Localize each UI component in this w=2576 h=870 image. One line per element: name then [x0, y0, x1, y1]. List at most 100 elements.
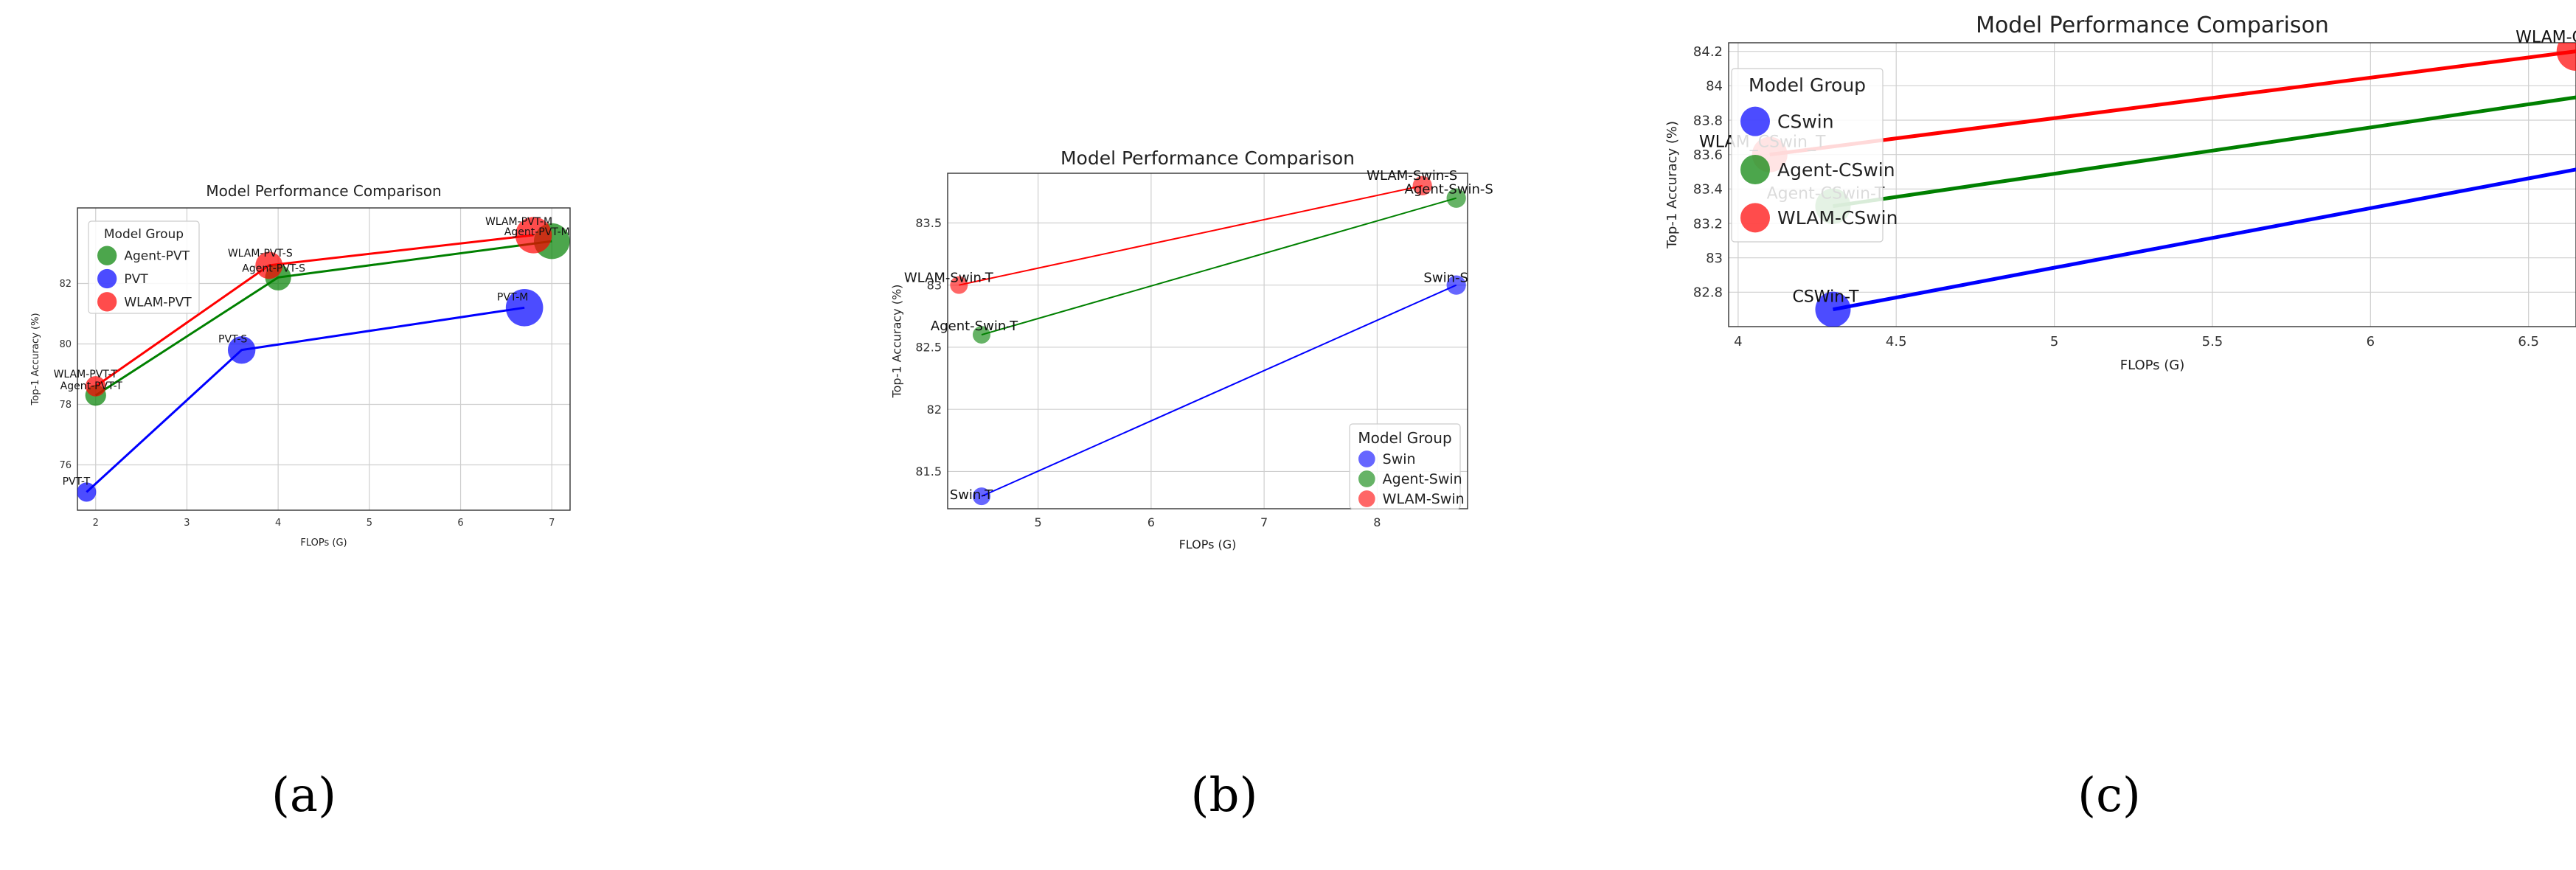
y-axis-label: Top-1 Accuracy (%) [30, 313, 41, 406]
chart-panel-b: Model Performance Comparison 5 6 7 8 81.5 82 82… [737, 0, 1659, 870]
legend-label: Swin [1383, 451, 1416, 467]
series-line-CSwin [1833, 167, 2576, 312]
point-label: WLAM-PVT-M [485, 216, 552, 228]
y-tick-label: 82 [59, 279, 72, 290]
y-axis-label: Top-1 Accuracy (%) [889, 285, 903, 399]
point-label: Agent-Swin-S [1405, 182, 1493, 198]
series-line-Agent-Swin [981, 197, 1457, 336]
plot-data [77, 217, 570, 502]
x-tick-label: 4 [1734, 334, 1742, 349]
legend-box [88, 220, 200, 314]
point-labels: Agent-PVT-T Agent-PVT-S Agent-PVT-M PVT-T PV… [54, 216, 570, 488]
y-tick-label: 83.2 [1693, 216, 1723, 232]
data-point-PVT [227, 335, 256, 364]
x-tick-label: 5 [367, 518, 372, 529]
chart-title: Model Performance Comparison [1060, 147, 1355, 169]
point-label: CSWin-T [1792, 288, 1859, 307]
x-axis-label: FLOPs (G) [2120, 358, 2185, 373]
legend-marker-WLAM-CSwin [1740, 203, 1770, 233]
x-tick-label: 7 [549, 518, 555, 529]
plot-frame [1728, 42, 2576, 327]
point-label: PVT-M [497, 291, 528, 303]
legend-marker-CSwin [1740, 106, 1770, 136]
series-line-Agent-CSwin [1833, 95, 2576, 209]
legend-marker-Agent-PVT [97, 246, 117, 265]
legend-marker-PVT [97, 268, 117, 289]
y-tick-label: 83.4 [1693, 182, 1723, 198]
legend-label: Agent-CSwin [1777, 159, 1895, 181]
legend-marker-Swin [1358, 450, 1375, 467]
legend-title: Model Group [104, 227, 184, 242]
data-point-CSwin [1815, 291, 1851, 327]
data-point-WLAM-PVT [85, 376, 106, 397]
legend-box [1349, 423, 1461, 509]
legend-label: CSwin [1777, 111, 1834, 132]
y-tick-label: 82 [927, 403, 942, 417]
point-label: WLAM-PVT-T [54, 369, 118, 380]
chart-panel-c: Model Performance Comparison 4 4.5 5 5.5 6 6.5… [1659, 0, 2576, 870]
y-tick-label: 76 [59, 460, 72, 471]
plot-frame [947, 173, 1468, 509]
data-point-Swin [1446, 275, 1466, 295]
point-label: WLAM-Swin-T [904, 271, 994, 286]
x-tick-label: 6 [457, 518, 463, 529]
legend-label: Agent-PVT [124, 249, 190, 264]
x-tick-label: 6.5 [2518, 334, 2539, 349]
x-tick-label: 3 [184, 518, 190, 529]
caption-c: (c) [2077, 768, 2141, 823]
legend-label: WLAM-PVT [124, 295, 192, 310]
point-label: Agent-PVT-T [60, 380, 123, 392]
point-label: PVT-T [63, 476, 91, 487]
y-tick-label: 81.5 [915, 464, 942, 478]
point-label: PVT-S [218, 334, 247, 346]
point-labels: Swin-TSwin-SAgent-Swin-TAgent-Swin-SWLAM… [904, 168, 1493, 503]
plot-data [950, 175, 1466, 506]
legend-label: WLAM-Swin [1383, 491, 1465, 507]
legend-label: WLAM-CSwin [1777, 207, 1898, 229]
x-tick-label: 4 [275, 518, 281, 529]
data-point-PVT [505, 289, 544, 327]
chart-c: Model Performance Comparison 4 4.5 5 5.5 6 6.5… [1664, 13, 2576, 373]
legend-box [1731, 68, 1884, 243]
point-label: Agent-Swin-T [931, 319, 1018, 334]
series-line-WLAM-Swin [959, 184, 1423, 286]
y-tick-label: 80 [59, 339, 72, 350]
point-label: Agent-PVT-M [504, 226, 570, 238]
data-point-WLAM-Swin [950, 276, 968, 294]
x-tick-label: 8 [1373, 515, 1381, 529]
data-point-PVT [77, 482, 97, 502]
x-tick-label: 6 [1148, 515, 1155, 529]
point-label: Swin-T [950, 487, 993, 503]
chart-a: Model Performance Comparison 2 3 4 5 6 7 76 78 80… [30, 182, 571, 549]
y-tick-label: 82.5 [915, 341, 942, 355]
legend-marker-Agent-CSwin [1740, 155, 1770, 184]
chart-b: Model Performance Comparison 5 6 7 8 81.5 82 82… [889, 147, 1493, 551]
x-axis-label: FLOPs (G) [300, 537, 347, 549]
y-tick-label: 83.8 [1693, 113, 1723, 128]
y-tick-label: 83.5 [915, 216, 942, 230]
series-line-WLAM-CSwin [1769, 49, 2576, 157]
legend-marker-WLAM-PVT [97, 292, 117, 312]
data-point-Swin [972, 487, 990, 506]
x-tick-label: 6 [2367, 334, 2375, 349]
y-tick-label: 83 [927, 278, 942, 292]
y-tick-label: 78 [59, 400, 72, 411]
y-tick-label: 83.6 [1693, 147, 1723, 163]
series-line-PVT [86, 306, 525, 493]
x-tick-label: 5 [2050, 334, 2058, 349]
y-tick-label: 82.8 [1693, 285, 1723, 301]
x-tick-label: 2 [93, 518, 99, 529]
point-label: Agent-PVT-S [242, 262, 305, 274]
data-point-Agent-Swin [972, 326, 990, 344]
plot-frame [77, 207, 571, 511]
series-line-Swin [981, 284, 1457, 498]
legend-marker-Agent-Swin [1358, 470, 1375, 487]
y-tick-label: 83 [1706, 251, 1723, 266]
data-point-WLAM-PVT [515, 217, 552, 254]
y-axis-label: Top-1 Accuracy (%) [1664, 121, 1680, 249]
legend-label: PVT [124, 272, 148, 287]
x-axis-label: FLOPs (G) [1179, 537, 1237, 551]
legend-label: Agent-Swin [1383, 471, 1462, 487]
point-label: WLAM-Swin-S [1367, 168, 1457, 184]
y-tick-label: 84.2 [1693, 44, 1723, 60]
